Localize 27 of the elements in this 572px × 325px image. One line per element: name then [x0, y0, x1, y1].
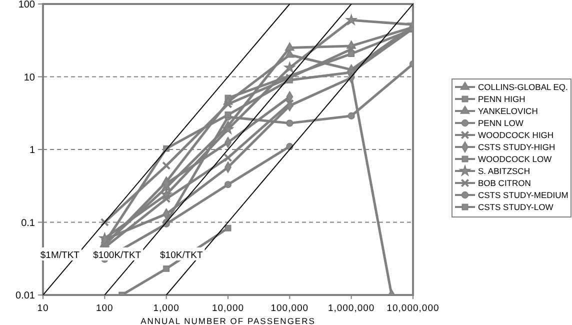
- legend-label: PENN HIGH: [478, 94, 526, 104]
- x-tick-label: 10: [37, 303, 49, 314]
- series-label: $10K/TKT: [160, 250, 203, 261]
- y-tick-label: 0.1: [21, 218, 36, 229]
- series-label: $1M/TKT: [40, 250, 80, 261]
- legend-label: CSTS STUDY-LOW: [478, 202, 554, 212]
- x-tick-label: 10,000,000: [386, 303, 440, 314]
- y-tick-label: 10: [24, 72, 36, 84]
- x-axis-title: ANNUAL NUMBER OF PASSENGERS: [140, 316, 316, 325]
- legend-label: CSTS STUDY-MEDIUM: [478, 190, 568, 200]
- legend-label: COLLINS-GLOBAL EQ.: [478, 82, 568, 92]
- x-tick-label: 1,000: [153, 303, 180, 314]
- series-label: $100K/TKT: [93, 250, 142, 261]
- y-tick-label: 0.01: [16, 290, 36, 302]
- legend-label: YANKELOVICH: [478, 106, 538, 116]
- legend-label: WOODCOCK LOW: [478, 154, 552, 164]
- y-tick-label: 1: [29, 145, 36, 156]
- x-tick-label: 10,000: [212, 303, 244, 314]
- x-tick-label: 100,000: [270, 303, 309, 314]
- x-tick-label: 100: [96, 303, 114, 314]
- legend-label: BOB CITRON: [478, 178, 531, 188]
- x-tick-label: 1,000,000: [328, 303, 375, 314]
- legend-label: S. ABITZSCH: [478, 166, 530, 176]
- legend-label: CSTS STUDY-HIGH: [478, 142, 556, 152]
- legend-label: WOODCOCK HIGH: [478, 130, 554, 140]
- legend-label: PENN LOW: [478, 118, 524, 128]
- y-tick-label: 100: [18, 0, 36, 10]
